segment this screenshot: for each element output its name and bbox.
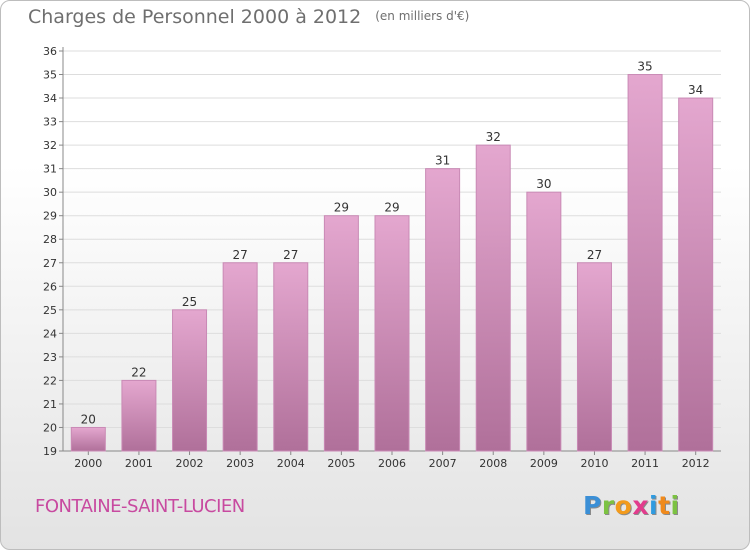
bar <box>425 168 461 452</box>
x-tick-label: 2008 <box>479 457 507 470</box>
logo-letter: o <box>614 491 633 520</box>
bar-value-label: 29 <box>384 201 399 215</box>
x-tick-label: 2003 <box>226 457 254 470</box>
bar-value-label: 20 <box>81 412 96 426</box>
bar <box>222 262 258 452</box>
x-tick-label: 2002 <box>176 457 204 470</box>
logo-letter: t <box>658 491 671 520</box>
y-tick-label: 20 <box>43 421 57 434</box>
logo-letter: r <box>601 491 615 520</box>
bar <box>576 262 612 452</box>
proxiti-logo[interactable]: Proxiti <box>583 491 680 520</box>
x-tick-label: 2004 <box>277 457 305 470</box>
bar-value-label: 27 <box>283 248 298 262</box>
bar-value-label: 30 <box>536 177 551 191</box>
bar-value-label: 32 <box>486 130 501 144</box>
bar-value-label: 35 <box>637 60 652 74</box>
y-tick-label: 26 <box>43 280 57 293</box>
y-tick-label: 27 <box>43 257 57 270</box>
x-tick-label: 2012 <box>682 457 710 470</box>
bar <box>475 144 511 452</box>
bar <box>678 97 714 452</box>
bar <box>121 379 157 452</box>
y-tick-label: 33 <box>43 116 57 129</box>
bar-value-label: 34 <box>688 83 703 97</box>
y-tick-label: 24 <box>43 327 57 340</box>
y-tick-label: 29 <box>43 210 57 223</box>
commune-name: FONTAINE-SAINT-LUCIEN <box>35 496 245 517</box>
bar <box>627 74 663 452</box>
y-tick-label: 36 <box>43 45 57 58</box>
y-tick-label: 23 <box>43 351 57 364</box>
y-tick-label: 22 <box>43 374 57 387</box>
y-tick-label: 31 <box>43 163 57 176</box>
x-tick-label: 2005 <box>327 457 355 470</box>
bar <box>323 215 359 452</box>
bar <box>374 215 410 452</box>
x-tick-label: 2009 <box>530 457 558 470</box>
y-tick-label: 30 <box>43 186 57 199</box>
bar <box>526 191 562 452</box>
chart-title: Charges de Personnel 2000 à 2012 (en mill… <box>28 6 469 28</box>
bar-value-label: 29 <box>334 201 349 215</box>
bar-value-label: 25 <box>182 295 197 309</box>
bar-value-label: 22 <box>131 365 146 379</box>
bar <box>70 426 106 452</box>
labels: 19 20 21 22 23 24 25 26 27 28 29 30 31 32 33 34 35 36 20 20… <box>43 45 710 470</box>
x-tick-label: 2000 <box>74 457 102 470</box>
logo-letter: i <box>670 491 680 520</box>
y-tick-label: 32 <box>43 139 57 152</box>
y-tick-label: 19 <box>43 445 57 458</box>
x-tick-label: 2011 <box>631 457 659 470</box>
y-tick-label: 28 <box>43 233 57 246</box>
bar <box>273 262 309 452</box>
y-tick-label: 25 <box>43 304 57 317</box>
logo-letter: P <box>583 491 602 520</box>
x-tick-label: 2006 <box>378 457 406 470</box>
logo-letter: i <box>649 491 659 520</box>
y-tick-label: 35 <box>43 69 57 82</box>
bar-value-label: 27 <box>233 248 248 262</box>
bars <box>70 74 714 452</box>
chart-subtitle: (en milliers d'€) <box>375 9 470 23</box>
y-tick-label: 34 <box>43 92 57 105</box>
x-tick-label: 2010 <box>580 457 608 470</box>
y-tick-label: 21 <box>43 398 57 411</box>
bar-value-label: 31 <box>435 154 450 168</box>
x-tick-label: 2001 <box>125 457 153 470</box>
x-tick-label: 2007 <box>429 457 457 470</box>
logo-letter: x <box>632 491 649 520</box>
title-text: Charges de Personnel 2000 à 2012 <box>28 6 362 28</box>
bar <box>172 309 208 452</box>
bar-value-label: 27 <box>587 248 602 262</box>
